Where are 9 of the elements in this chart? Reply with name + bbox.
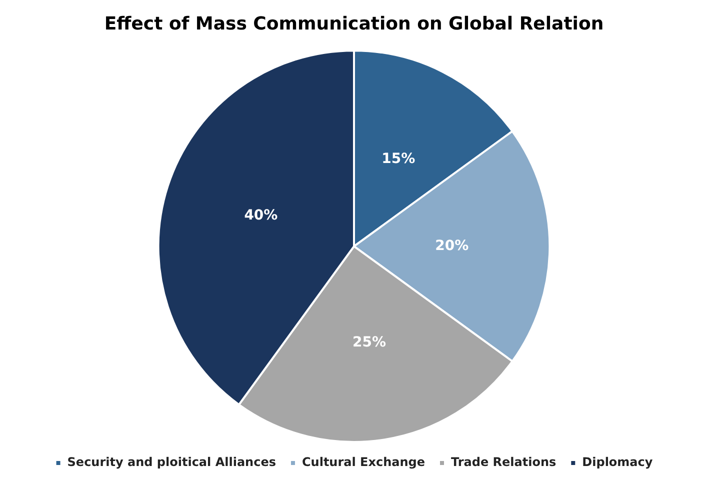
data-label: 15% xyxy=(382,150,416,167)
legend-label: Security and ploitical Alliances xyxy=(67,455,276,470)
legend-label: Diplomacy xyxy=(582,455,653,470)
legend-label: Trade Relations xyxy=(450,455,556,470)
data-label: 20% xyxy=(435,238,469,254)
data-label: 40% xyxy=(244,208,278,224)
legend-label: Cultural Exchange xyxy=(302,455,425,470)
chart-title: Effect of Mass Communication on Global Relation xyxy=(104,13,604,34)
data-label: 25% xyxy=(352,334,386,351)
